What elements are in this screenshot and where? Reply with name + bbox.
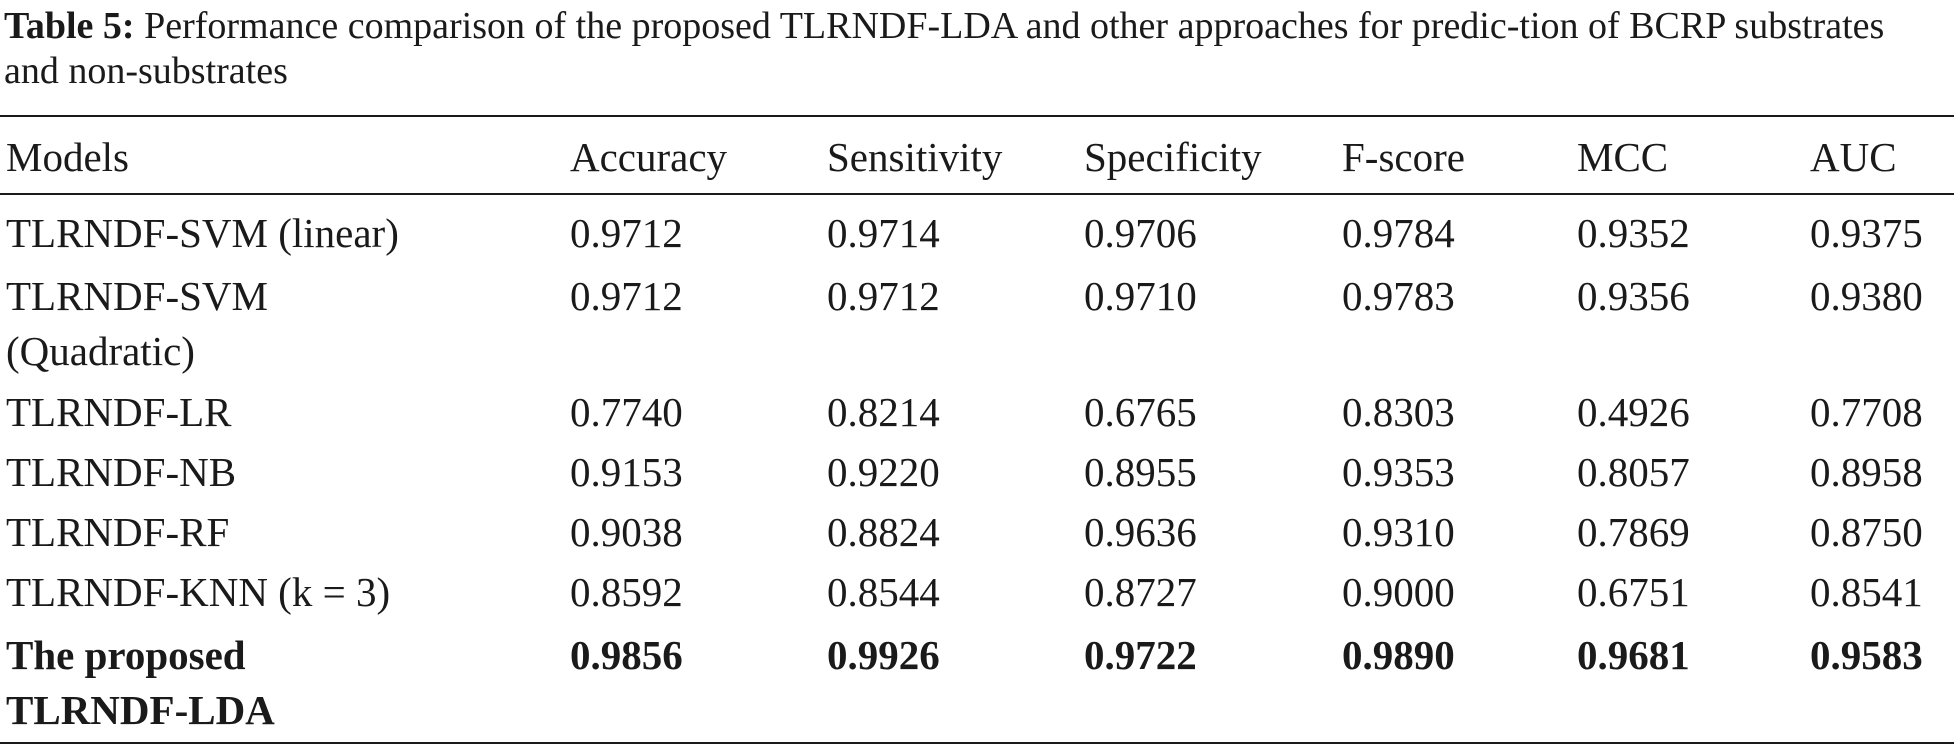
auc-cell: 0.7708	[1810, 389, 1923, 435]
f-score-cell: 0.9310	[1342, 509, 1455, 555]
accuracy-cell: 0.9153	[570, 449, 683, 495]
f-score-cell: 0.9890	[1342, 632, 1455, 678]
header-accuracy: Accuracy	[570, 134, 728, 180]
model-name-continued: (Quadratic)	[6, 328, 195, 374]
header-mcc: MCC	[1577, 134, 1669, 180]
model-name: TLRNDF-KNN (k = 3)	[6, 569, 391, 615]
accuracy-cell: 0.8592	[570, 569, 683, 615]
auc-cell: 0.8750	[1810, 509, 1923, 555]
table-header-rule	[0, 193, 1954, 195]
accuracy-cell: 0.9712	[570, 273, 683, 319]
sensitivity-cell: 0.8544	[827, 569, 940, 615]
specificity-cell: 0.6765	[1084, 389, 1197, 435]
header-specificity: Specificity	[1084, 134, 1262, 180]
specificity-cell: 0.9710	[1084, 273, 1197, 319]
specificity-cell: 0.9706	[1084, 210, 1197, 256]
auc-cell: 0.9375	[1810, 210, 1923, 256]
sensitivity-cell: 0.8824	[827, 509, 940, 555]
mcc-cell: 0.9681	[1577, 632, 1690, 678]
auc-cell: 0.9380	[1810, 273, 1923, 319]
mcc-cell: 0.6751	[1577, 569, 1690, 615]
header-models: Models	[6, 134, 129, 180]
sensitivity-cell: 0.9220	[827, 449, 940, 495]
specificity-cell: 0.9636	[1084, 509, 1197, 555]
model-name: The proposed	[6, 632, 246, 678]
f-score-cell: 0.9353	[1342, 449, 1455, 495]
mcc-cell: 0.4926	[1577, 389, 1690, 435]
sensitivity-cell: 0.9926	[827, 632, 940, 678]
sensitivity-cell: 0.8214	[827, 389, 940, 435]
specificity-cell: 0.9722	[1084, 632, 1197, 678]
specificity-cell: 0.8727	[1084, 569, 1197, 615]
table-bottom-rule	[0, 742, 1954, 744]
mcc-cell: 0.9356	[1577, 273, 1690, 319]
model-name: TLRNDF-SVM	[6, 273, 268, 319]
model-name: TLRNDF-SVM (linear)	[6, 210, 399, 256]
sensitivity-cell: 0.9714	[827, 210, 940, 256]
accuracy-cell: 0.9856	[570, 632, 683, 678]
auc-cell: 0.9583	[1810, 632, 1923, 678]
auc-cell: 0.8541	[1810, 569, 1923, 615]
caption-label: Table 5:	[4, 5, 135, 47]
mcc-cell: 0.8057	[1577, 449, 1690, 495]
table-top-rule	[0, 115, 1954, 117]
table-caption: Table 5: Performance comparison of the p…	[4, 4, 1944, 94]
f-score-cell: 0.9783	[1342, 273, 1455, 319]
auc-cell: 0.8958	[1810, 449, 1923, 495]
model-name: TLRNDF-NB	[6, 449, 237, 495]
mcc-cell: 0.7869	[1577, 509, 1690, 555]
f-score-cell: 0.9000	[1342, 569, 1455, 615]
f-score-cell: 0.8303	[1342, 389, 1455, 435]
sensitivity-cell: 0.9712	[827, 273, 940, 319]
f-score-cell: 0.9784	[1342, 210, 1455, 256]
accuracy-cell: 0.9038	[570, 509, 683, 555]
mcc-cell: 0.9352	[1577, 210, 1690, 256]
caption-text: Performance comparison of the proposed T…	[4, 5, 1885, 92]
model-name-continued: TLRNDF-LDA	[6, 687, 275, 733]
specificity-cell: 0.8955	[1084, 449, 1197, 495]
accuracy-cell: 0.9712	[570, 210, 683, 256]
accuracy-cell: 0.7740	[570, 389, 683, 435]
model-name: TLRNDF-LR	[6, 389, 232, 435]
model-name: TLRNDF-RF	[6, 509, 230, 555]
header-auc: AUC	[1810, 134, 1897, 180]
header-sensitivity: Sensitivity	[827, 134, 1003, 180]
header-f-score: F-score	[1342, 134, 1465, 180]
